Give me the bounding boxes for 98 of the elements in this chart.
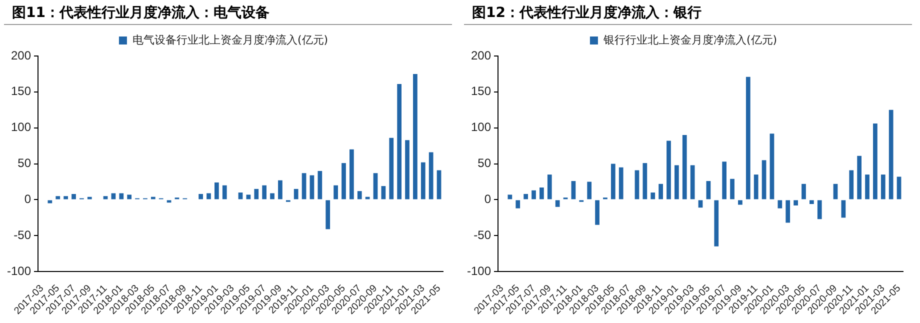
bar [294,188,298,200]
bar [706,181,711,200]
bar [270,193,274,200]
bar [587,182,592,200]
bar [64,196,68,200]
bar [166,200,172,203]
y-tick-label: -100 [6,264,32,278]
bar [373,173,378,200]
bar [516,200,520,208]
bar [650,192,656,200]
bar [809,200,814,204]
bar [127,194,132,200]
bar [357,191,362,200]
bar [310,175,314,200]
bar [246,194,251,200]
bar [833,184,838,200]
bar [634,170,640,200]
y-tick-label: 100 [470,120,492,134]
bar [865,174,870,200]
bar [888,110,894,200]
y-tick-label: 200 [10,48,32,62]
bar [302,173,306,200]
y-tick-label: -50 [14,228,32,242]
bar [610,164,616,200]
y-tick-label: 150 [10,84,32,98]
bar [420,162,426,200]
bar [72,194,76,200]
y-tick-label: 0 [484,192,492,206]
legend-label: 电气设备行业北上资金月度净流入(亿元) [132,33,328,46]
bar [524,194,528,200]
bar [334,185,338,200]
bar [349,149,354,200]
bar [817,200,822,220]
bar [730,178,734,200]
bar [436,170,442,200]
bar [278,180,282,200]
bar [666,140,671,200]
y-tick-label: 50 [478,156,492,170]
bar [841,200,846,218]
bar [794,200,798,206]
bar [571,181,576,200]
bar [48,200,52,204]
bar [690,165,695,200]
bar [206,193,211,200]
bar [682,135,687,200]
bar [595,200,600,225]
bar [849,170,854,200]
bar [555,200,560,207]
bar [618,167,624,200]
bar [754,174,758,200]
bar [746,76,750,200]
bar [342,163,346,200]
bar [873,124,878,200]
bar [778,200,782,208]
y-tick-label: -100 [466,264,492,278]
bar [389,138,394,200]
legend-label: 银行行业北上资金月度净流入(亿元) [602,33,778,46]
bar [802,184,806,200]
bar [714,200,719,246]
chart-title: 图12：代表性行业月度净流入：银行 [464,0,912,25]
y-tick-label: 100 [10,120,32,134]
bar [222,185,227,200]
bar [56,196,60,200]
y-tick-label: 200 [470,48,492,62]
bar [254,188,259,200]
y-tick-label: 0 [24,192,32,206]
bar [532,190,536,200]
bar [762,160,766,200]
bar [722,162,727,200]
bar [111,193,116,200]
bar [698,200,703,208]
bar [397,84,402,200]
bar [405,140,410,200]
y-tick-label: 50 [18,156,32,170]
bar [326,200,330,230]
bar [880,174,886,200]
bar [428,152,434,200]
y-tick-label: -50 [474,228,492,242]
bar [896,176,902,200]
bar [547,174,552,200]
bar [540,187,544,200]
bar [674,165,679,200]
bar [381,186,386,200]
bar [214,182,219,200]
bar [198,194,203,200]
bar [770,134,774,200]
chart-title: 图11：代表性行业月度净流入：电气设备 [4,0,452,25]
bar [119,193,124,200]
bar [262,185,267,200]
bar [642,163,648,200]
bar [786,200,790,223]
bar [413,74,418,200]
y-tick-label: 150 [470,84,492,98]
bar [658,184,663,200]
bar [857,156,862,200]
bar [318,170,322,200]
bar [738,200,742,205]
bar [508,194,512,200]
